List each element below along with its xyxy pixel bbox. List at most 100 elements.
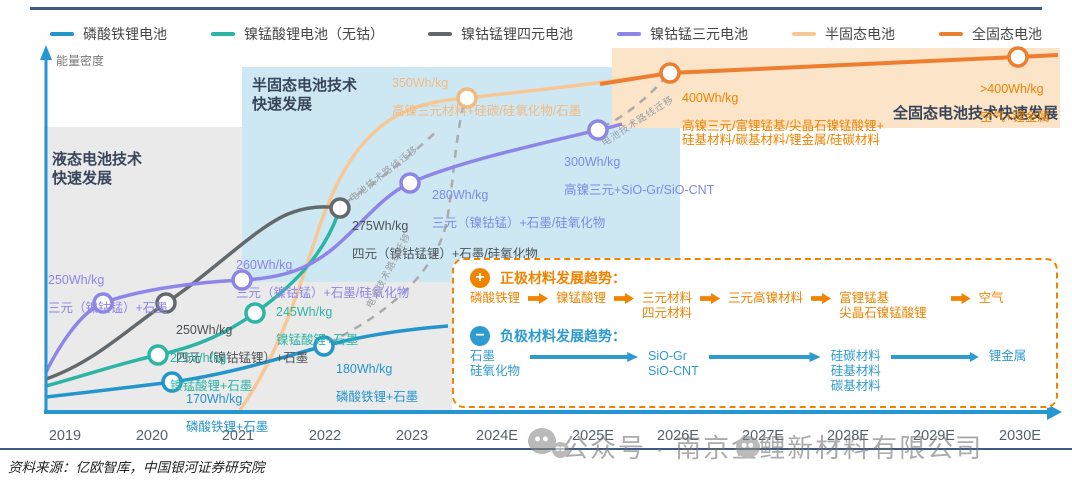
chain-item: 三元材料 四元材料	[642, 291, 693, 320]
minus-icon: −	[470, 326, 490, 346]
annotation-quaternary-275: 275Wh/kg 四元（镍钴锰锂）+石墨/硅氧化物	[352, 219, 538, 261]
marker-semisolid-350	[456, 87, 478, 109]
annotation-allsolid-400plus: >400Wh/kg 空气+锂金属	[980, 82, 1050, 124]
migration-path-2	[344, 129, 439, 205]
annotation-ternary-260: 260Wh/kg 三元（镍钴锰）+石墨/硅氧化物	[236, 258, 410, 300]
material-trend-box: + 正极材料发展趋势： 磷酸铁锂 镍锰酸锂 三元材料 四元材料 三元高镍材料 富…	[452, 258, 1058, 408]
annotation-allsolid-400: 400Wh/kg 高镍三元/富锂锰基/尖晶石镍锰酸锂+ 硅基材料/碳基材料/锂金…	[682, 91, 884, 147]
arrow-right-icon	[950, 293, 971, 304]
chain-item: SiO-Gr SiO-CNT	[648, 349, 699, 378]
annotation-lnmo-225: 225Wh/kg 镍锰酸锂+石墨	[170, 351, 253, 393]
x-tick-2019: 2019	[48, 428, 82, 444]
annotation-lfp-180: 180Wh/kg 磷酸铁锂+石墨	[336, 362, 419, 404]
watermark-text: 公众号 · 南京金鲤新材料有限公司	[562, 433, 984, 463]
chain-item: 磷酸铁锂	[470, 291, 521, 305]
annotation-ternary-280: 280Wh/kg 三元（镍钴锰）+石墨/硅氧化物	[432, 188, 606, 230]
legend-item-ternary: 镍钴锰三元电池	[617, 24, 748, 44]
arrow-right-icon	[890, 352, 979, 362]
x-tick-2021: 2021	[221, 428, 255, 444]
annotation-ternary-300: 300Wh/kg 高镍三元+SiO-Gr/SiO-CNT	[564, 155, 715, 197]
x-tick-2028e: 2028E	[827, 428, 869, 444]
annotation-semisolid-350: 350Wh/kg 高镍三元材料+硅碳/硅氧化物/石墨	[392, 76, 582, 118]
wechat-icon	[736, 436, 760, 458]
positive-trend-chain: 磷酸铁锂 镍锰酸锂 三元材料 四元材料 三元高镍材料 富锂锰基 尖晶石镍锰酸锂 …	[470, 291, 1042, 321]
legend-label: 镍钴锰锂四元电池	[461, 26, 573, 42]
line-lfp	[45, 324, 449, 399]
legend-item-lnmo: 镍锰酸锂电池（无钴）	[211, 24, 384, 44]
x-tick-2022: 2022	[308, 428, 342, 444]
x-tick-2020: 2020	[135, 428, 169, 444]
line-allsolid	[599, 53, 1059, 86]
chain-item: 石墨 硅氧化物	[470, 349, 521, 378]
arrow-right-icon	[708, 352, 821, 362]
annotation-lnmo-245: 245Wh/kg 镍锰酸锂+石墨	[276, 305, 359, 347]
negative-trend-chain: 石墨 硅氧化物 SiO-Gr SiO-CNT 硅碳材料 硅基材料 碳基材料 锂金…	[470, 349, 1042, 394]
chain-item: 锂金属	[988, 349, 1027, 363]
negative-trend-header: − 负极材料发展趋势：	[470, 326, 1042, 346]
chain-item: 空气	[978, 291, 1004, 305]
legend-label: 镍锰酸锂电池（无钴）	[244, 26, 384, 42]
legend-item-allsolid: 全固态电池	[939, 24, 1042, 44]
legend-label: 磷酸铁锂电池	[83, 26, 167, 42]
marker-ternary-280	[399, 172, 421, 194]
x-axis-arrow-icon	[1047, 404, 1062, 420]
x-tick-2025e: 2025E	[572, 428, 614, 444]
arrow-right-icon	[811, 293, 832, 304]
arrow-right-icon	[530, 352, 639, 362]
marker-lnmo-245	[244, 302, 266, 324]
wechat-icon	[552, 442, 569, 458]
marker-ternary-250	[92, 292, 114, 314]
legend-label: 半固态电池	[825, 26, 895, 42]
annotation-lfp-170: 170Wh/kg 磷酸铁锂+石墨	[186, 392, 269, 434]
legend-swatch-ternary	[617, 32, 641, 36]
region-label-liquid: 液态电池技术 快速发展	[52, 151, 143, 187]
marker-lfp-170	[161, 371, 183, 393]
marker-ternary-260	[231, 269, 253, 291]
legend-swatch-allsolid	[939, 32, 963, 36]
negative-trend-title: 负极材料发展趋势：	[500, 328, 626, 344]
positive-trend-title: 正极材料发展趋势：	[500, 270, 626, 286]
x-tick-2024e: 2024E	[476, 428, 518, 444]
legend-swatch-lnmo	[211, 32, 235, 36]
arrow-right-icon	[528, 293, 549, 304]
y-axis-arrow-icon	[40, 45, 52, 60]
migration-path-3	[601, 78, 665, 129]
legend-swatch-semisolid	[792, 32, 816, 36]
region-label-semisolid: 半固态电池技术 快速发展	[252, 77, 358, 113]
marker-quaternary-275	[329, 197, 351, 219]
legend-label: 全固态电池	[972, 26, 1042, 42]
top-divider	[30, 7, 1042, 10]
marker-lnmo-225	[147, 344, 169, 366]
wechat-icon	[528, 428, 556, 454]
annotation-ternary-250: 250Wh/kg 三元（镍钴锰）+石墨	[48, 273, 168, 315]
y-axis-label: 能量密度	[56, 54, 105, 68]
watermark: 公众号 · 南京金鲤新材料有限公司	[528, 428, 983, 465]
source-note: 资料来源：亿欧智库，中国银河证券研究院	[8, 460, 265, 475]
marker-lfp-180	[313, 335, 335, 357]
arrow-right-icon	[614, 293, 635, 304]
chain-item: 硅碳材料 硅基材料 碳基材料	[830, 349, 881, 393]
legend-label: 镍钴锰三元电池	[650, 26, 748, 42]
annotation-quaternary-250: 250Wh/kg 四元（镍钴锰锂）+石墨	[176, 323, 309, 365]
legend-swatch-quaternary	[428, 32, 452, 36]
x-tick-2023: 2023	[395, 428, 429, 444]
chart-legend: 磷酸铁锂电池 镍锰酸锂电池（无钴） 镍钴锰锂四元电池 镍钴锰三元电池 半固态电池…	[40, 24, 1052, 44]
marker-allsolid-400plus	[1007, 46, 1029, 68]
arrow-right-icon	[700, 293, 721, 304]
positive-trend-header: + 正极材料发展趋势：	[470, 268, 1042, 288]
migration-path-1	[327, 105, 465, 345]
x-tick-2026e: 2026E	[657, 428, 699, 444]
plus-icon: +	[470, 268, 490, 288]
chain-item: 镍锰酸锂	[556, 291, 607, 305]
line-quaternary	[45, 205, 341, 381]
legend-item-quaternary: 镍钴锰锂四元电池	[428, 24, 573, 44]
marker-quaternary-250	[155, 292, 177, 314]
chain-item: 富锂锰基 尖晶石镍锰酸锂	[839, 291, 927, 320]
chain-item: 三元高镍材料	[728, 291, 804, 305]
x-tick-2030e: 2030E	[999, 428, 1041, 444]
marker-ternary-300	[587, 119, 609, 141]
legend-item-semisolid: 半固态电池	[792, 24, 895, 44]
region-label-allsolid: 全固态电池技术快速发展	[893, 105, 1059, 122]
